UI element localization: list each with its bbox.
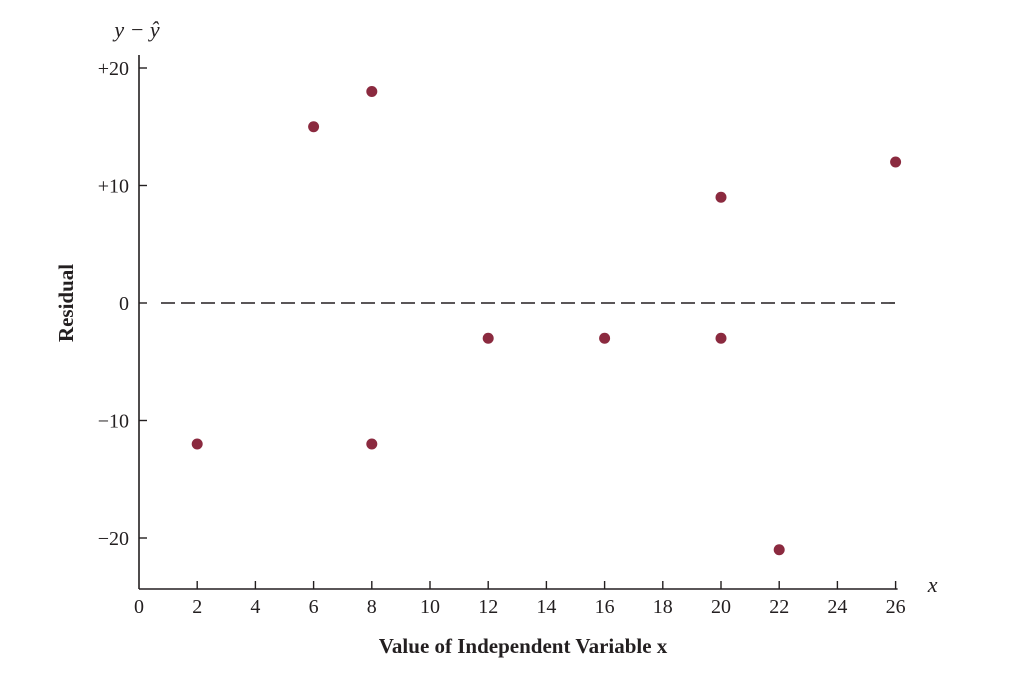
x-tick-label: 20 xyxy=(711,596,731,618)
y-tick-label: +20 xyxy=(98,58,129,80)
x-tick-label: 16 xyxy=(595,596,615,618)
x-tick-label: 4 xyxy=(250,596,260,618)
y-ticks: +20 +10 0 −10 −20 xyxy=(98,58,147,550)
y-tick-label: 0 xyxy=(119,293,129,315)
x-tick-label: 12 xyxy=(478,596,498,618)
data-point xyxy=(773,544,785,556)
data-point xyxy=(715,191,727,203)
data-point xyxy=(366,86,378,97)
y-tick-label: −10 xyxy=(98,411,129,433)
data-point xyxy=(890,156,902,168)
data-point xyxy=(308,121,320,133)
x-tick-label: 24 xyxy=(827,596,847,618)
y-tick-label: −20 xyxy=(98,528,129,550)
x-axis-label: Value of Independent Variable x xyxy=(379,634,668,658)
y-axis-label: Residual xyxy=(54,264,78,342)
x-ticks: 0 2 4 6 8 10 12 14 16 18 20 22 24 26 xyxy=(134,581,906,618)
x-tick-label: 6 xyxy=(309,596,319,618)
x-tick-label: 26 xyxy=(886,596,906,618)
data-points xyxy=(191,86,902,556)
x-tick-label: 22 xyxy=(769,596,789,618)
data-point xyxy=(715,332,727,344)
x-tick-label: 0 xyxy=(134,596,144,618)
x-tick-label: 8 xyxy=(367,596,377,618)
data-point xyxy=(599,332,611,344)
x-tick-label: 18 xyxy=(653,596,673,618)
x-axis-symbol: x xyxy=(927,572,938,597)
y-tick-label: +10 xyxy=(98,176,129,198)
x-tick-label: 14 xyxy=(536,596,556,618)
data-point xyxy=(366,438,378,450)
axes xyxy=(138,55,898,590)
x-tick-label: 10 xyxy=(420,596,440,618)
data-point xyxy=(191,438,203,450)
y-axis-symbol: y − ŷ xyxy=(112,17,160,42)
data-point xyxy=(482,332,494,344)
x-tick-label: 2 xyxy=(192,596,202,618)
